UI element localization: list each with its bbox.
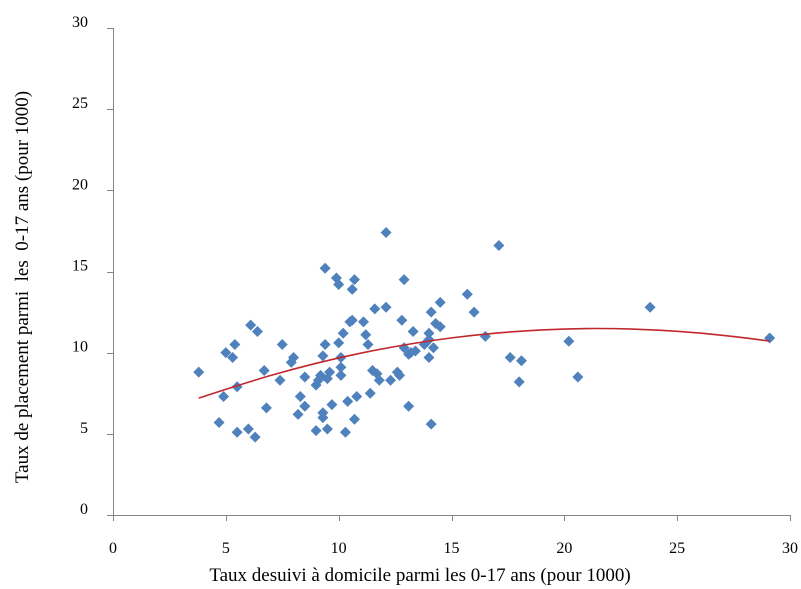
data-point: [360, 329, 372, 341]
data-point: [403, 400, 415, 412]
x-tick-label: 10: [331, 540, 347, 557]
x-tick-label: 20: [556, 540, 572, 557]
data-point: [407, 326, 419, 338]
y-tick-label: 20: [72, 176, 88, 193]
data-point: [346, 314, 358, 326]
data-point: [461, 288, 473, 300]
data-point: [369, 303, 381, 315]
data-point: [299, 400, 311, 412]
data-point: [231, 381, 243, 393]
data-point: [468, 306, 480, 318]
x-axis-title: Taux desuivi à domicile parmi les 0-17 a…: [209, 565, 630, 586]
data-point: [229, 339, 241, 351]
data-point: [321, 423, 333, 435]
data-point: [493, 240, 505, 252]
y-axis-ticks: 0 5 10 15 20 25 30: [72, 14, 113, 518]
data-point: [337, 327, 349, 339]
data-point: [319, 339, 331, 351]
y-tick-label: 30: [72, 14, 88, 31]
data-point: [251, 326, 263, 338]
data-point: [249, 431, 261, 443]
data-point: [513, 376, 525, 388]
data-point: [213, 416, 225, 428]
data-point: [394, 369, 406, 381]
data-point: [317, 407, 329, 419]
data-point: [326, 399, 338, 411]
data-point: [425, 306, 437, 318]
y-axis-title: Taux de placement parmi les 0-17 ans (po…: [12, 91, 33, 483]
data-point: [346, 283, 358, 295]
data-point: [324, 366, 336, 378]
y-tick-label: 15: [72, 258, 88, 275]
y-tick-label: 5: [80, 420, 88, 437]
data-point: [357, 316, 369, 328]
data-point: [380, 301, 392, 313]
data-point: [319, 262, 331, 274]
data-point: [434, 321, 446, 333]
data-point: [362, 339, 374, 351]
x-axis-ticks: 0 5 10 15 20 25 30: [109, 515, 798, 557]
data-point: [258, 365, 270, 377]
data-point: [218, 391, 230, 402]
data-point: [563, 335, 575, 347]
x-tick-label: 15: [444, 540, 460, 557]
data-point: [423, 352, 435, 364]
data-point: [348, 413, 360, 425]
data-point: [317, 350, 329, 362]
data-point: [479, 330, 491, 342]
data-point: [373, 374, 385, 386]
data-point: [348, 274, 360, 286]
data-point: [227, 352, 239, 364]
data-point: [425, 418, 437, 430]
data-point: [423, 334, 435, 346]
data-point: [423, 327, 435, 339]
x-tick-label: 30: [782, 540, 798, 557]
data-point: [274, 374, 286, 386]
data-point: [515, 355, 527, 367]
data-point: [572, 371, 584, 383]
data-point: [231, 426, 243, 438]
data-point: [409, 345, 421, 357]
y-tick-label: 0: [80, 501, 88, 518]
data-point: [310, 425, 322, 437]
data-point: [288, 352, 300, 364]
data-point: [764, 332, 776, 344]
x-tick-label: 25: [669, 540, 685, 557]
data-point: [396, 314, 408, 326]
data-point: [333, 278, 345, 290]
x-tick-label: 0: [109, 540, 117, 557]
y-tick-label: 10: [72, 339, 88, 356]
data-point: [398, 274, 410, 286]
data-point: [385, 374, 397, 386]
data-point: [335, 361, 347, 373]
data-point: [434, 296, 446, 308]
data-point: [220, 347, 232, 359]
data-point: [339, 426, 351, 438]
data-point: [333, 337, 345, 349]
data-point: [364, 387, 376, 399]
data-point: [299, 371, 311, 383]
trendline: [198, 327, 770, 399]
data-point: [335, 369, 347, 381]
data-point: [276, 339, 288, 351]
data-point: [504, 352, 516, 364]
data-point: [342, 395, 354, 407]
data-point: [294, 391, 306, 402]
data-point: [292, 408, 304, 420]
data-point: [260, 402, 272, 414]
data-point: [242, 423, 254, 435]
data-point: [380, 227, 392, 239]
data-point: [427, 342, 439, 354]
data-point: [351, 391, 363, 402]
data-points: [193, 227, 776, 443]
data-point: [245, 319, 257, 331]
data-point: [644, 301, 656, 313]
data-point: [193, 366, 205, 378]
x-tick-label: 5: [222, 540, 230, 557]
y-tick-label: 25: [72, 95, 88, 112]
